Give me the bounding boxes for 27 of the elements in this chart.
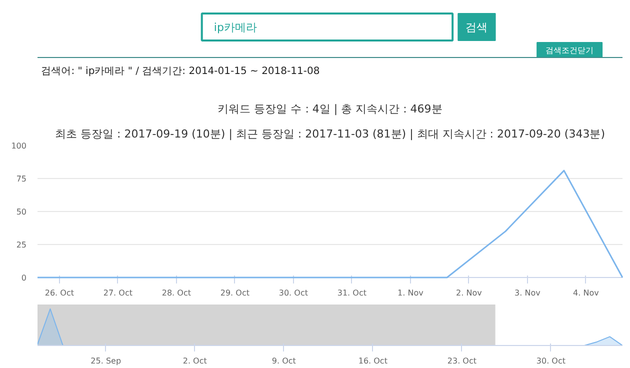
y-tick-label: 0: [21, 274, 27, 282]
text: 검색어: " ip카메라 " / 검색기간: 2014-01-15 ~ 2018-11-08: [41, 66, 320, 77]
text: 검색조건닫기: [546, 46, 594, 55]
x-tick-label: 25. Sep: [90, 356, 122, 366]
chart-subtitle: 최초 등장일 : 2017-09-19 (10분) | 최근 등장일 : 2017-11-03 (81분) | 최대 지속시간 : 2017-09-20 (343분): [55, 128, 606, 140]
text: ip카메라: [214, 21, 257, 34]
y-tick-label: 25: [16, 240, 27, 250]
x-tick-label: 3. Nov: [514, 288, 541, 298]
x-tick-label: 1. Nov: [398, 288, 424, 298]
y-tick-label: 75: [16, 174, 27, 184]
x-tick-label: 4. Nov: [573, 288, 600, 298]
chart-title: 키워드 등장일 수 : 4일 | 총 지속시간 : 469분: [218, 102, 442, 116]
x-tick-label: 26. Oct: [44, 288, 74, 298]
x-tick-label: 30. Oct: [536, 356, 566, 366]
text: 검색: [466, 21, 488, 34]
y-tick-label: 50: [16, 208, 27, 216]
x-tick-label: 28. Oct: [162, 288, 191, 298]
x-tick-label: 30. Oct: [278, 288, 308, 298]
y-tick-label: 100: [11, 142, 27, 150]
x-tick-label: 16. Oct: [358, 356, 388, 366]
x-tick-label: 29. Oct: [220, 288, 250, 298]
x-tick-label: 2. Nov: [456, 288, 482, 298]
x-tick-label: 9. Oct: [272, 356, 296, 366]
x-tick-label: 23. Oct: [447, 356, 477, 366]
x-tick-label: 2. Oct: [182, 356, 207, 366]
x-tick-label: 31. Oct: [337, 288, 366, 298]
x-tick-label: 27. Oct: [103, 288, 132, 298]
